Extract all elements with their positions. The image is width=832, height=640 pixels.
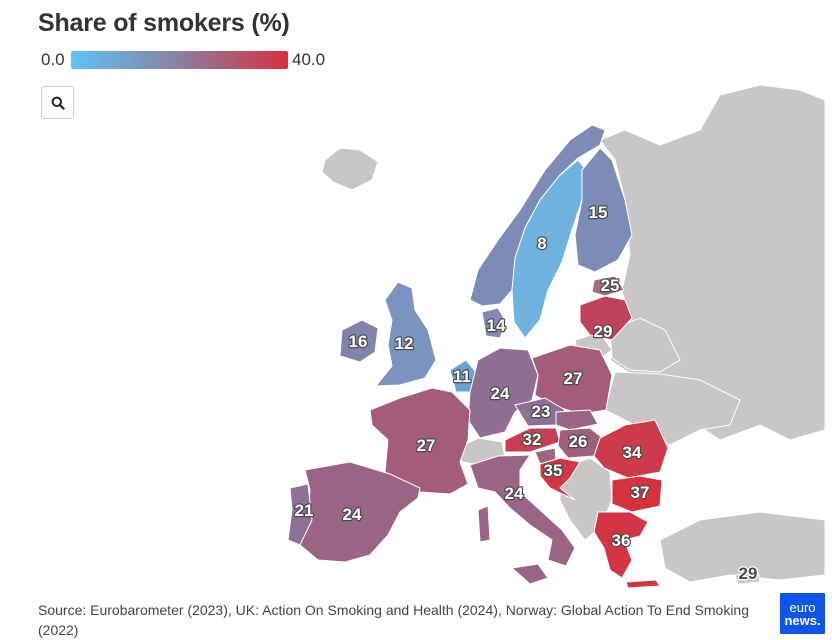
label-france: 27 bbox=[417, 436, 436, 455]
country-norway[interactable] bbox=[469, 124, 606, 307]
country-ukraine[interactable] bbox=[604, 371, 741, 446]
label-denmark: 14 bbox=[487, 316, 506, 335]
label-italy: 24 bbox=[505, 484, 524, 503]
country-poland[interactable] bbox=[531, 344, 613, 415]
label-bulgaria: 37 bbox=[631, 483, 650, 502]
search-icon bbox=[51, 96, 65, 110]
country-ireland[interactable] bbox=[339, 319, 379, 363]
island-sicily[interactable] bbox=[510, 563, 549, 585]
label-czechia: 23 bbox=[532, 402, 551, 421]
logo-line-1: euro bbox=[789, 599, 816, 615]
search-button[interactable] bbox=[41, 86, 74, 119]
label-cyprus: 29 bbox=[739, 564, 758, 583]
legend-color-scale bbox=[71, 51, 288, 69]
logo-line-2: news. bbox=[784, 612, 821, 628]
island-sardinia[interactable] bbox=[477, 505, 491, 543]
country-uk[interactable] bbox=[374, 281, 437, 387]
country-slovakia[interactable] bbox=[555, 409, 599, 431]
euronews-logo[interactable]: euro news. bbox=[780, 593, 825, 634]
country-romania[interactable] bbox=[593, 419, 669, 479]
label-austria: 32 bbox=[523, 430, 542, 449]
legend-max-label: 40.0 bbox=[292, 50, 326, 69]
chart-title: Share of smokers (%) bbox=[38, 9, 290, 37]
label-finland: 15 bbox=[589, 203, 608, 222]
label-ireland: 16 bbox=[349, 332, 368, 351]
country-greece[interactable] bbox=[593, 511, 649, 579]
country-italy[interactable] bbox=[469, 454, 576, 567]
country-iceland[interactable] bbox=[321, 147, 379, 191]
label-croatia: 35 bbox=[544, 461, 563, 480]
country-finland[interactable] bbox=[574, 147, 633, 273]
country-cyprus[interactable] bbox=[734, 571, 761, 585]
island-crete[interactable] bbox=[625, 579, 661, 589]
label-poland: 27 bbox=[564, 369, 583, 388]
label-germany: 24 bbox=[491, 384, 510, 403]
label-netherlands: 11 bbox=[453, 367, 471, 386]
country-portugal[interactable] bbox=[287, 483, 313, 546]
label-romania: 34 bbox=[623, 443, 642, 462]
label-spain: 24 bbox=[343, 505, 362, 524]
label-sweden: 8 bbox=[537, 234, 546, 253]
label-hungary: 26 bbox=[569, 432, 588, 451]
country-latvia[interactable] bbox=[579, 295, 633, 341]
label-greece: 36 bbox=[612, 531, 631, 550]
label-uk: 12 bbox=[395, 334, 414, 353]
country-belarus[interactable] bbox=[609, 317, 681, 373]
label-estonia: 25 bbox=[601, 276, 620, 295]
source-note: Source: Eurobarometer (2023), UK: Action… bbox=[38, 602, 749, 638]
country-france[interactable] bbox=[369, 387, 471, 495]
country-bulgaria[interactable] bbox=[611, 475, 663, 513]
label-latvia: 29 bbox=[594, 322, 613, 341]
legend-min-label: 0.0 bbox=[41, 50, 65, 69]
country-estonia[interactable] bbox=[591, 275, 625, 297]
country-turkey[interactable] bbox=[659, 511, 826, 583]
country-denmark[interactable] bbox=[481, 307, 507, 339]
label-portugal: 21 bbox=[295, 501, 314, 520]
country-croatia[interactable] bbox=[539, 457, 581, 501]
